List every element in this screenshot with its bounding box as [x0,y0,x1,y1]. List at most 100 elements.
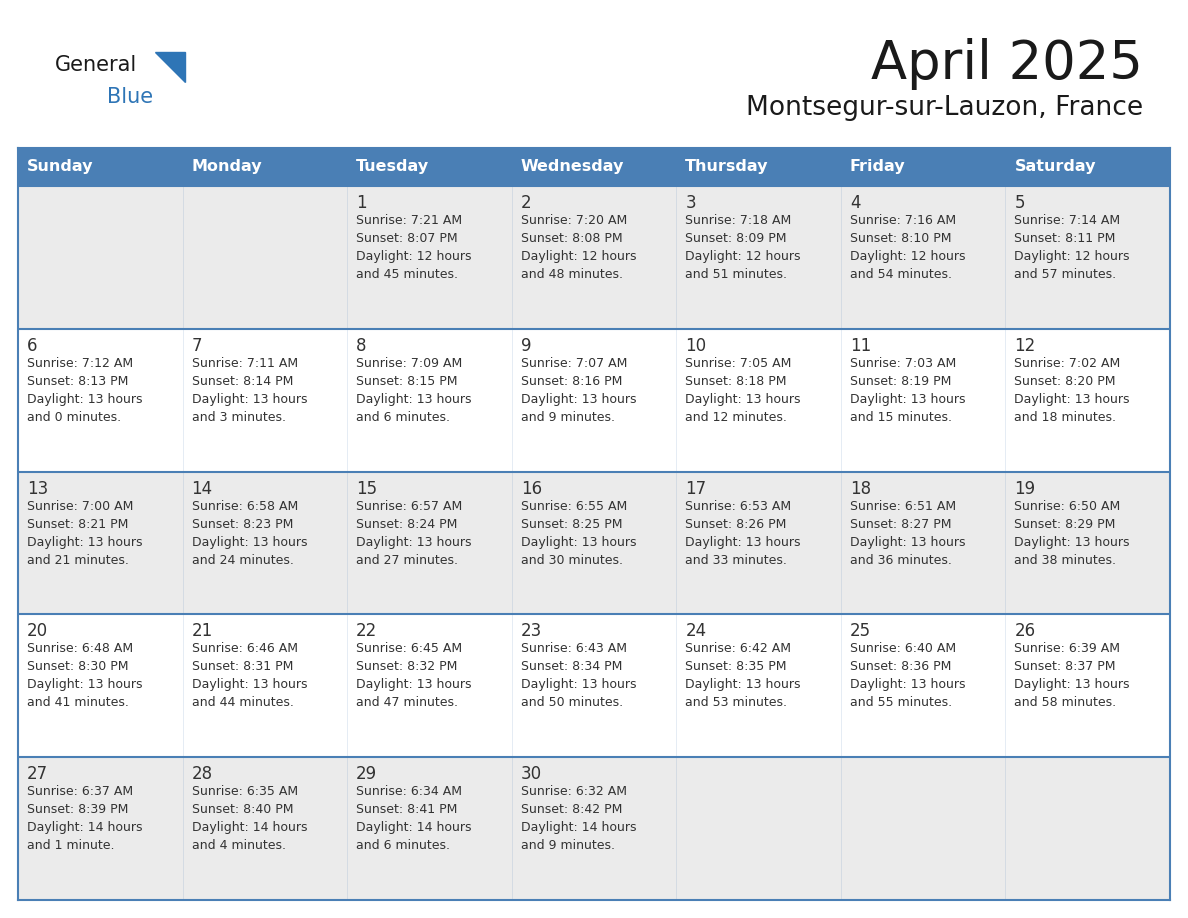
Text: Sunset: 8:25 PM: Sunset: 8:25 PM [520,518,623,531]
Text: Sunday: Sunday [27,160,94,174]
Text: General: General [55,55,138,75]
Text: 18: 18 [849,479,871,498]
Text: Sunset: 8:21 PM: Sunset: 8:21 PM [27,518,128,531]
Text: Sunrise: 7:05 AM: Sunrise: 7:05 AM [685,357,791,370]
Text: Sunrise: 6:40 AM: Sunrise: 6:40 AM [849,643,956,655]
Text: Daylight: 13 hours: Daylight: 13 hours [191,678,307,691]
Text: Sunrise: 6:48 AM: Sunrise: 6:48 AM [27,643,133,655]
Text: Sunset: 8:27 PM: Sunset: 8:27 PM [849,518,952,531]
Text: Daylight: 13 hours: Daylight: 13 hours [520,393,637,406]
Bar [18,472,1170,614]
Text: Sunset: 8:36 PM: Sunset: 8:36 PM [849,660,952,674]
Text: Sunset: 8:32 PM: Sunset: 8:32 PM [356,660,457,674]
Text: Sunrise: 6:45 AM: Sunrise: 6:45 AM [356,643,462,655]
Text: Sunset: 8:24 PM: Sunset: 8:24 PM [356,518,457,531]
Bar [18,757,1170,900]
Text: and 33 minutes.: and 33 minutes. [685,554,788,566]
Text: 16: 16 [520,479,542,498]
Text: Sunset: 8:20 PM: Sunset: 8:20 PM [1015,375,1116,387]
Text: Sunset: 8:09 PM: Sunset: 8:09 PM [685,232,786,245]
Text: Sunrise: 6:58 AM: Sunrise: 6:58 AM [191,499,298,512]
Text: Daylight: 12 hours: Daylight: 12 hours [356,250,472,263]
Text: and 55 minutes.: and 55 minutes. [849,697,952,710]
Text: Sunset: 8:15 PM: Sunset: 8:15 PM [356,375,457,387]
Text: Sunrise: 6:43 AM: Sunrise: 6:43 AM [520,643,627,655]
Text: Sunrise: 7:00 AM: Sunrise: 7:00 AM [27,499,133,512]
Text: 6: 6 [27,337,38,354]
Text: Daylight: 13 hours: Daylight: 13 hours [685,393,801,406]
Text: 17: 17 [685,479,707,498]
Bar [18,186,1170,329]
Text: Daylight: 13 hours: Daylight: 13 hours [1015,393,1130,406]
Text: Tuesday: Tuesday [356,160,429,174]
Text: Daylight: 12 hours: Daylight: 12 hours [520,250,637,263]
Text: Daylight: 13 hours: Daylight: 13 hours [27,535,143,549]
Text: and 51 minutes.: and 51 minutes. [685,268,788,281]
Text: and 45 minutes.: and 45 minutes. [356,268,459,281]
Text: 28: 28 [191,766,213,783]
Text: Sunset: 8:41 PM: Sunset: 8:41 PM [356,803,457,816]
Text: Sunrise: 6:57 AM: Sunrise: 6:57 AM [356,499,462,512]
Text: 8: 8 [356,337,367,354]
Text: Sunrise: 6:51 AM: Sunrise: 6:51 AM [849,499,956,512]
Text: Sunrise: 6:55 AM: Sunrise: 6:55 AM [520,499,627,512]
Text: 9: 9 [520,337,531,354]
Text: 4: 4 [849,194,860,212]
Text: Daylight: 14 hours: Daylight: 14 hours [520,822,637,834]
Text: and 53 minutes.: and 53 minutes. [685,697,788,710]
Text: Sunrise: 7:12 AM: Sunrise: 7:12 AM [27,357,133,370]
Text: Sunset: 8:13 PM: Sunset: 8:13 PM [27,375,128,387]
Text: Sunrise: 7:21 AM: Sunrise: 7:21 AM [356,214,462,227]
Text: and 24 minutes.: and 24 minutes. [191,554,293,566]
Text: 26: 26 [1015,622,1036,641]
Text: and 44 minutes.: and 44 minutes. [191,697,293,710]
Text: Daylight: 13 hours: Daylight: 13 hours [356,678,472,691]
Text: and 57 minutes.: and 57 minutes. [1015,268,1117,281]
Text: Monday: Monday [191,160,263,174]
Text: Sunrise: 7:18 AM: Sunrise: 7:18 AM [685,214,791,227]
Text: 11: 11 [849,337,871,354]
Text: and 50 minutes.: and 50 minutes. [520,697,623,710]
Text: Sunrise: 7:07 AM: Sunrise: 7:07 AM [520,357,627,370]
Text: Daylight: 13 hours: Daylight: 13 hours [849,678,966,691]
Text: Daylight: 13 hours: Daylight: 13 hours [356,393,472,406]
Text: Thursday: Thursday [685,160,769,174]
Text: Sunset: 8:30 PM: Sunset: 8:30 PM [27,660,128,674]
Text: Daylight: 14 hours: Daylight: 14 hours [191,822,307,834]
Text: 23: 23 [520,622,542,641]
Text: and 3 minutes.: and 3 minutes. [191,410,285,424]
Text: Daylight: 12 hours: Daylight: 12 hours [685,250,801,263]
Text: Sunrise: 6:39 AM: Sunrise: 6:39 AM [1015,643,1120,655]
Text: 27: 27 [27,766,49,783]
Text: and 1 minute.: and 1 minute. [27,839,114,852]
Text: Sunset: 8:26 PM: Sunset: 8:26 PM [685,518,786,531]
Polygon shape [154,52,185,82]
Text: Wednesday: Wednesday [520,160,624,174]
Text: Sunset: 8:16 PM: Sunset: 8:16 PM [520,375,623,387]
Text: and 47 minutes.: and 47 minutes. [356,697,459,710]
Text: Sunrise: 7:09 AM: Sunrise: 7:09 AM [356,357,462,370]
Bar [18,329,1170,472]
Text: and 6 minutes.: and 6 minutes. [356,839,450,852]
Text: 2: 2 [520,194,531,212]
Text: Daylight: 13 hours: Daylight: 13 hours [27,678,143,691]
Text: 12: 12 [1015,337,1036,354]
Text: 25: 25 [849,622,871,641]
Text: 7: 7 [191,337,202,354]
Text: and 41 minutes.: and 41 minutes. [27,697,128,710]
Text: Saturday: Saturday [1015,160,1095,174]
Text: Daylight: 12 hours: Daylight: 12 hours [1015,250,1130,263]
Text: 22: 22 [356,622,378,641]
Text: Daylight: 13 hours: Daylight: 13 hours [191,393,307,406]
Text: April 2025: April 2025 [871,38,1143,90]
Text: and 15 minutes.: and 15 minutes. [849,410,952,424]
Text: 14: 14 [191,479,213,498]
Text: and 58 minutes.: and 58 minutes. [1015,697,1117,710]
Text: and 36 minutes.: and 36 minutes. [849,554,952,566]
Text: and 48 minutes.: and 48 minutes. [520,268,623,281]
Text: and 12 minutes.: and 12 minutes. [685,410,788,424]
Text: and 4 minutes.: and 4 minutes. [191,839,285,852]
Text: 5: 5 [1015,194,1025,212]
Text: Sunset: 8:18 PM: Sunset: 8:18 PM [685,375,786,387]
Text: Sunset: 8:34 PM: Sunset: 8:34 PM [520,660,623,674]
